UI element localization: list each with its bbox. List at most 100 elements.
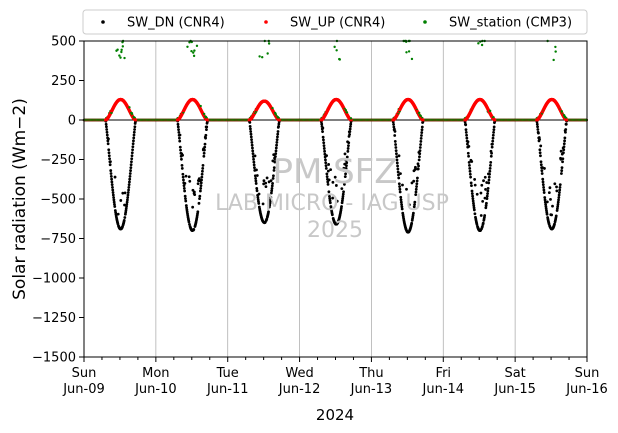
data-point: [468, 172, 472, 176]
data-point: [321, 130, 324, 134]
data-point: [468, 166, 472, 170]
data-point: [539, 144, 543, 148]
data-point: [188, 222, 191, 226]
data-point: [489, 154, 493, 158]
data-point: [270, 184, 274, 188]
data-point: [274, 149, 278, 153]
data-point: [418, 155, 421, 159]
data-point: [561, 160, 564, 164]
data-point: [467, 160, 471, 164]
data-point: [550, 213, 554, 217]
data-point: [541, 177, 545, 181]
data-point: [557, 196, 561, 199]
data-point: [467, 145, 471, 148]
data-point: [475, 222, 479, 226]
data-point: [340, 187, 344, 191]
data-point: [131, 148, 134, 152]
data-point: [562, 145, 566, 149]
data-point: [418, 146, 422, 149]
data-point: [185, 206, 189, 210]
data-point: [554, 45, 557, 49]
data-point: [466, 151, 470, 155]
data-point: [271, 107, 274, 110]
data-point: [200, 172, 204, 176]
x-tick-label-day: Sat: [504, 366, 525, 381]
data-point: [248, 125, 252, 128]
data-point: [124, 207, 128, 210]
data-point: [558, 185, 562, 189]
legend-label: SW_UP (CNR4): [290, 16, 385, 31]
x-tick-label-date: Jun-13: [350, 382, 393, 397]
data-point: [119, 56, 122, 59]
data-point: [324, 164, 328, 167]
data-point: [203, 148, 206, 152]
x-tick-label-day: Mon: [142, 366, 169, 381]
data-point: [251, 146, 254, 150]
data-point: [276, 132, 280, 136]
data-point: [410, 57, 414, 61]
data-point: [401, 183, 404, 187]
data-point: [397, 182, 401, 186]
data-point: [344, 172, 347, 176]
data-point: [116, 48, 119, 51]
data-point: [277, 118, 281, 122]
y-tick-label: 500: [51, 35, 76, 50]
data-point: [470, 160, 474, 163]
data-point: [192, 190, 196, 194]
data-point: [133, 125, 137, 129]
data-point: [410, 221, 414, 225]
data-point: [253, 154, 257, 158]
data-point: [250, 141, 254, 144]
data-point: [196, 182, 200, 186]
data-point: [412, 205, 416, 209]
data-point: [132, 139, 135, 143]
data-point: [250, 138, 253, 142]
x-tick-label-day: Sun: [575, 366, 600, 381]
y-tick-label: 250: [51, 74, 76, 89]
data-point: [184, 174, 188, 178]
data-point: [330, 213, 334, 217]
data-point: [470, 192, 474, 196]
data-point: [200, 178, 203, 182]
data-point: [335, 49, 338, 52]
data-point: [188, 179, 192, 183]
data-point: [480, 183, 484, 187]
data-point: [419, 143, 422, 146]
x-tick-label-day: Tue: [216, 366, 239, 381]
data-point: [108, 163, 112, 167]
data-point: [472, 208, 476, 212]
data-point: [468, 163, 471, 167]
data-point: [555, 185, 558, 189]
data-point: [394, 143, 397, 146]
data-point: [536, 125, 539, 129]
data-point: [558, 191, 561, 194]
data-point: [340, 199, 344, 203]
data-point: [347, 141, 351, 145]
data-point: [393, 127, 396, 131]
data-point: [122, 218, 126, 222]
data-point: [198, 194, 202, 198]
data-point: [340, 201, 344, 205]
data-point: [129, 166, 133, 170]
data-point: [544, 202, 548, 206]
data-point: [555, 189, 559, 193]
data-point: [416, 167, 420, 171]
x-tick-label-day: Fri: [436, 366, 452, 381]
data-point: [249, 135, 253, 139]
data-point: [132, 136, 136, 140]
data-point: [110, 180, 114, 184]
data-point: [130, 160, 133, 164]
data-point: [486, 189, 490, 193]
data-point: [553, 182, 557, 186]
data-point: [192, 54, 196, 58]
data-point: [464, 130, 468, 134]
data-point: [469, 175, 472, 179]
data-point: [324, 161, 328, 165]
data-point: [419, 114, 423, 118]
data-point: [417, 158, 421, 162]
data-point: [394, 149, 398, 153]
data-point: [480, 43, 484, 47]
data-point: [399, 172, 402, 175]
data-point: [464, 128, 468, 132]
